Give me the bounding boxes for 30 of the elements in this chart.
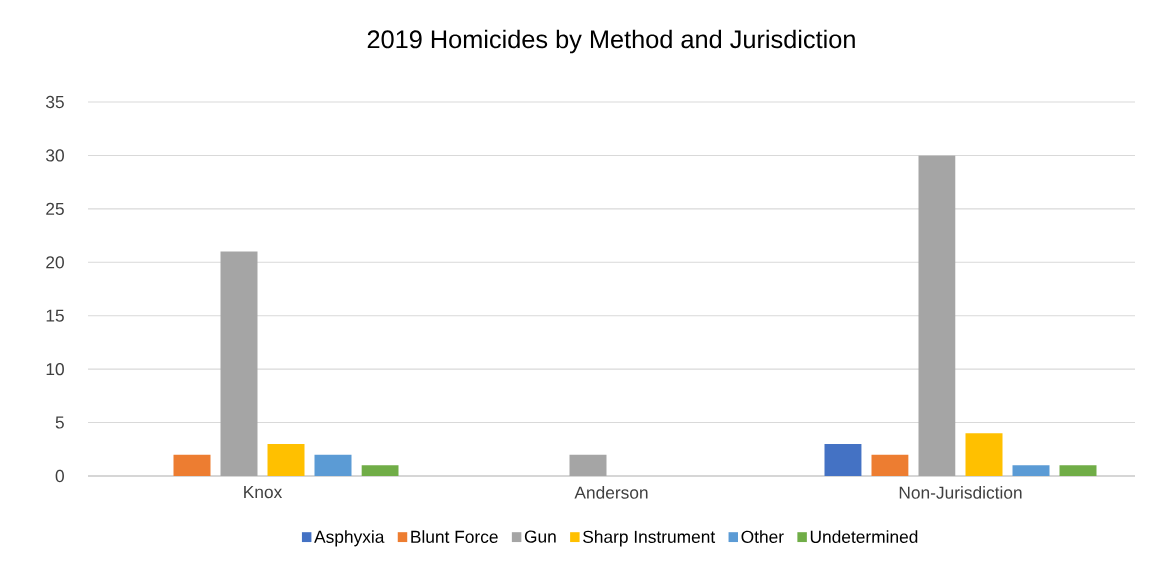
legend-label: Other: [741, 530, 784, 543]
legend-label: Asphyxia: [314, 530, 385, 547]
x-tick-label: Knox: [244, 486, 283, 499]
legend-label: Sharp Instrument: [583, 530, 716, 547]
bar: [1012, 465, 1050, 476]
legend-label: Undetermined: [810, 530, 918, 543]
bar: [173, 454, 211, 476]
x-tick-label: Non-Jurisdiction: [899, 486, 1022, 499]
y-tick-label: 0: [55, 469, 64, 483]
y-tick-label: 5: [55, 416, 64, 429]
legend-label: Blunt Force: [411, 530, 498, 543]
y-tick-label: 15: [46, 309, 64, 322]
bar: [220, 251, 258, 476]
y-tick-label: 35: [46, 95, 64, 109]
bar: [569, 454, 607, 476]
x-tick-label: Anderson: [574, 486, 648, 499]
y-tick-label: 25: [46, 202, 64, 215]
bar: [1059, 465, 1097, 476]
legend-label: Gun: [524, 530, 556, 543]
bar: [361, 465, 399, 476]
y-tick-label: 30: [46, 149, 64, 162]
bar: [824, 443, 862, 476]
bar: [267, 443, 305, 476]
chart-title: 2019 Homicides by Method and Jurisdiction: [367, 29, 855, 54]
bar: [918, 155, 956, 476]
y-tick-label: 10: [46, 363, 64, 376]
y-tick-label: 20: [46, 256, 64, 269]
bar: [871, 454, 909, 476]
bar: [314, 454, 352, 476]
bar: [965, 433, 1003, 476]
